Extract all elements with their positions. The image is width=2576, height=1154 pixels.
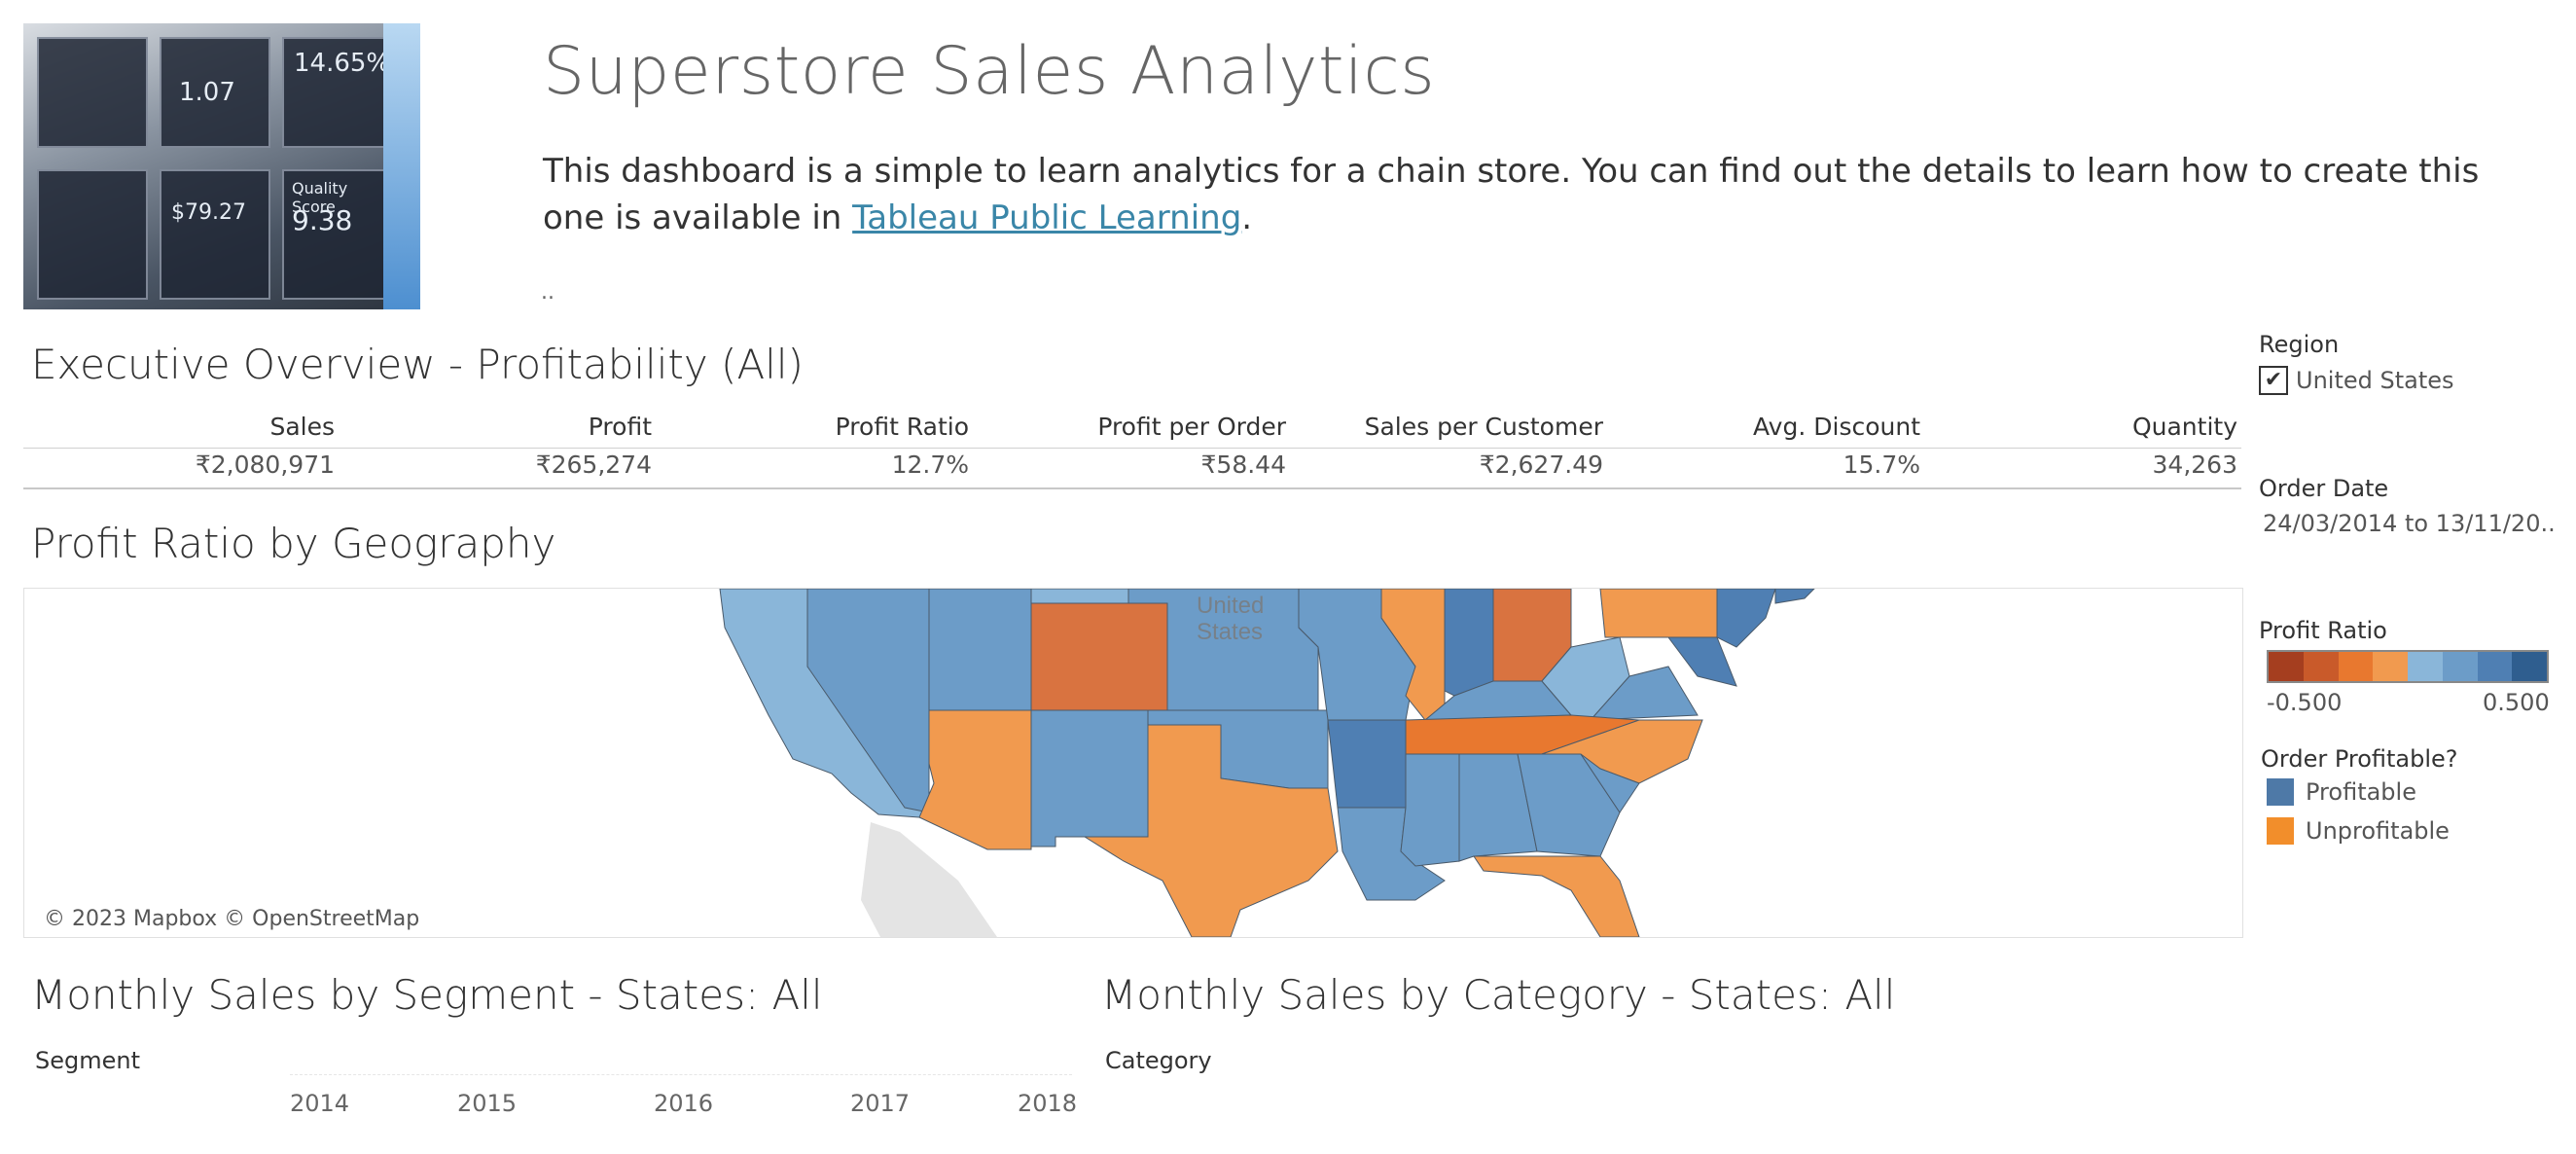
- kpi-value-sales-per-customer[interactable]: ₹2,627.49: [1479, 451, 1603, 479]
- state-arkansas[interactable]: [1327, 719, 1412, 809]
- legend-item-profitable[interactable]: Profitable: [2267, 778, 2416, 806]
- hero-tile-value: 14.65%: [294, 49, 391, 78]
- map-title: Profit Ratio by Geography: [31, 520, 556, 567]
- order-date-filter-label: Order Date: [2259, 475, 2389, 502]
- state-texas[interactable]: [1055, 724, 1339, 937]
- kpi-header-avg-discount: Avg. Discount: [1753, 413, 1920, 441]
- unprofitable-swatch: [2267, 817, 2294, 845]
- state-virginia[interactable]: [1589, 666, 1699, 721]
- ramp-swatch: [2408, 652, 2443, 681]
- region-filter-label: Region: [2259, 331, 2340, 358]
- hero-tile: 1.07: [160, 37, 270, 148]
- order-profitable-legend-label: Order Profitable?: [2261, 745, 2458, 773]
- map-country-label-line1: United: [1197, 593, 1264, 619]
- dashboard-title: Superstore Sales Analytics: [543, 33, 1436, 110]
- kpi-table: Sales Profit Profit Ratio Profit per Ord…: [23, 413, 2241, 489]
- profit-ratio-legend-max: 0.500: [2483, 689, 2550, 716]
- axis-year-2017: 2017: [850, 1090, 911, 1117]
- segment-axis-line: [290, 1074, 1072, 1075]
- legend-label-unprofitable: Unprofitable: [2306, 817, 2450, 845]
- region-option-label[interactable]: United States: [2296, 367, 2454, 394]
- ramp-swatch: [2338, 652, 2374, 681]
- hero-tile-value: $79.27: [171, 200, 246, 225]
- tableau-learning-link[interactable]: Tableau Public Learning: [852, 198, 1242, 237]
- state-indiana[interactable]: [1444, 589, 1494, 697]
- dashboard-description: This dashboard is a simple to learn anal…: [543, 148, 2547, 241]
- kpi-value-profit[interactable]: ₹265,274: [535, 451, 652, 479]
- state-florida[interactable]: [1473, 855, 1640, 937]
- hero-tile-caption: Quality Score: [292, 179, 348, 216]
- state-utah[interactable]: [928, 589, 1032, 711]
- state-arizona[interactable]: [918, 709, 1032, 850]
- state-connecticut[interactable]: [1774, 589, 1815, 604]
- category-dimension-label: Category: [1105, 1047, 1212, 1074]
- ramp-swatch: [2477, 652, 2513, 681]
- ramp-swatch: [2373, 652, 2408, 681]
- axis-year-2016: 2016: [654, 1090, 714, 1117]
- axis-year-2018: 2018: [1018, 1090, 1078, 1117]
- kpi-header-profit: Profit: [588, 413, 652, 441]
- kpi-value-avg-discount[interactable]: 15.7%: [1843, 451, 1920, 479]
- kpi-header-profit-per-order: Profit per Order: [1097, 413, 1286, 441]
- profit-ratio-color-ramp[interactable]: [2267, 650, 2549, 683]
- kpi-header-sales-per-customer: Sales per Customer: [1364, 413, 1603, 441]
- kpi-header-profit-ratio: Profit Ratio: [835, 413, 969, 441]
- separator-dots: ..: [541, 280, 555, 305]
- description-text: This dashboard is a simple to learn anal…: [543, 152, 2480, 237]
- profit-ratio-map[interactable]: United States © 2023 Mapbox © OpenStreet…: [23, 588, 2243, 938]
- kpi-value-quantity[interactable]: 34,263: [2152, 451, 2237, 479]
- state-maryland[interactable]: [1667, 636, 1737, 687]
- state-alabama[interactable]: [1458, 753, 1538, 862]
- kpi-value-profit-per-order[interactable]: ₹58.44: [1200, 451, 1286, 479]
- description-suffix: .: [1241, 198, 1253, 237]
- overview-title: Executive Overview - Profitability (All): [31, 341, 804, 388]
- profit-ratio-legend-min: -0.500: [2267, 689, 2343, 716]
- state-new-mexico[interactable]: [1030, 709, 1149, 847]
- axis-year-2015: 2015: [457, 1090, 518, 1117]
- segment-chart-title: Monthly Sales by Segment - States: All: [31, 971, 823, 1019]
- kpi-value-profit-ratio[interactable]: 12.7%: [891, 451, 969, 479]
- region-checkbox[interactable]: ✔: [2259, 366, 2288, 395]
- map-attribution[interactable]: © 2023 Mapbox © OpenStreetMap: [40, 907, 424, 931]
- state-georgia[interactable]: [1517, 753, 1621, 857]
- state-new-jersey[interactable]: [1716, 589, 1776, 648]
- state-colorado[interactable]: [1030, 602, 1168, 711]
- legend-label-profitable: Profitable: [2306, 778, 2416, 806]
- region-filter[interactable]: ✔ United States: [2259, 366, 2454, 395]
- hero-tile-value: 9.38: [292, 204, 353, 236]
- mexico-landmass: [861, 822, 997, 937]
- profit-ratio-legend-label: Profit Ratio: [2259, 617, 2387, 644]
- order-date-filter-value[interactable]: 24/03/2014 to 13/11/20..: [2263, 510, 2556, 537]
- kpi-header-sales: Sales: [269, 413, 335, 441]
- state-nevada[interactable]: [806, 589, 930, 813]
- us-states-map[interactable]: United States: [24, 589, 2242, 937]
- ramp-swatch: [2303, 652, 2339, 681]
- category-chart-title: Monthly Sales by Category - States: All: [1101, 971, 1896, 1019]
- ramp-swatch: [2512, 652, 2547, 681]
- state-pennsylvania[interactable]: [1599, 589, 1718, 638]
- kpi-value-sales[interactable]: ₹2,080,971: [195, 451, 335, 479]
- axis-year-2014: 2014: [290, 1090, 350, 1117]
- dashboard-hero-image: 1.07 14.65% $79.27 Quality Score 9.38: [23, 23, 420, 309]
- map-country-label-line2: States: [1197, 619, 1263, 645]
- profitable-swatch: [2267, 778, 2294, 806]
- kpi-header-row: Sales Profit Profit Ratio Profit per Ord…: [23, 413, 2241, 449]
- segment-dimension-label: Segment: [35, 1047, 140, 1074]
- ramp-swatch: [2269, 652, 2304, 681]
- state-mississippi[interactable]: [1400, 753, 1460, 867]
- kpi-header-quantity: Quantity: [2131, 413, 2237, 441]
- kpi-value-row: ₹2,080,971 ₹265,274 12.7% ₹58.44 ₹2,627.…: [23, 451, 2241, 489]
- legend-item-unprofitable[interactable]: Unprofitable: [2267, 817, 2450, 845]
- state-south-carolina[interactable]: [1580, 753, 1640, 813]
- ramp-swatch: [2442, 652, 2478, 681]
